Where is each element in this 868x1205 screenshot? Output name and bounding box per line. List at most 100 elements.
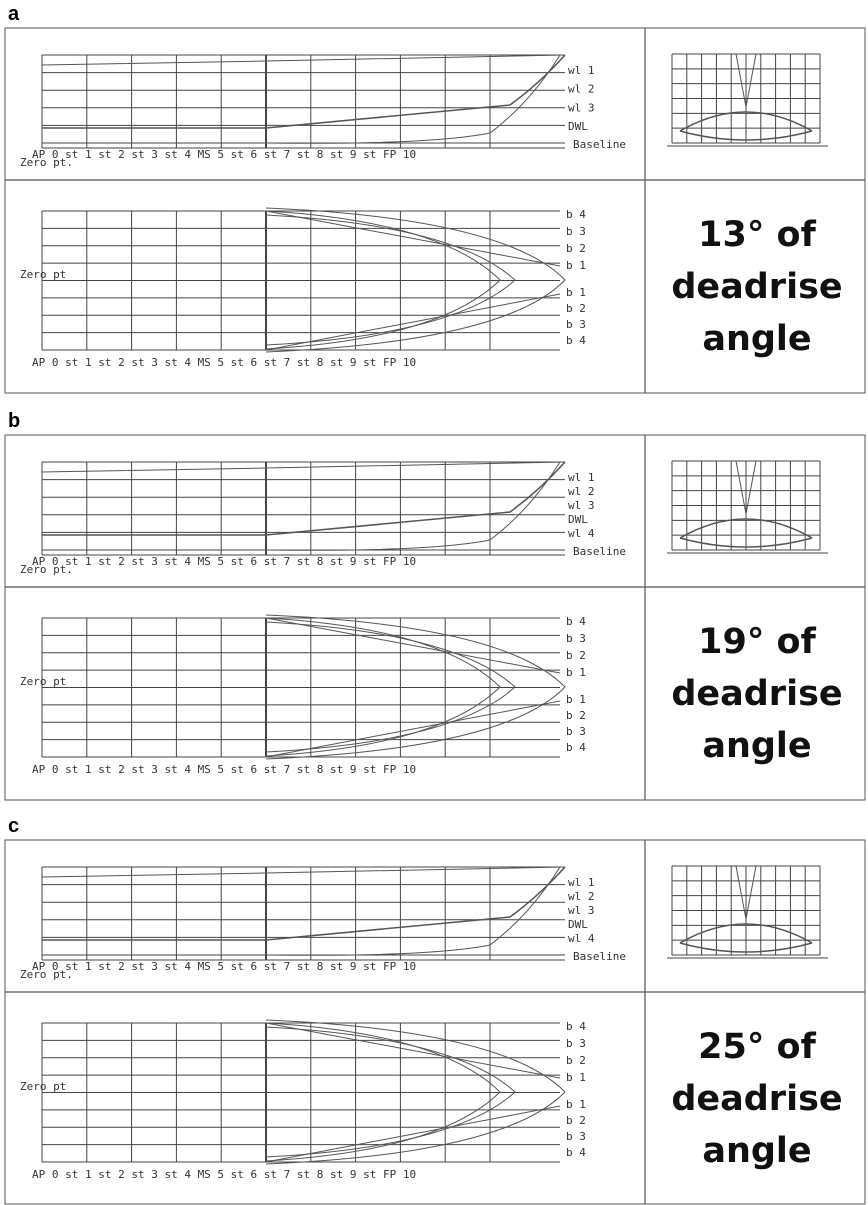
zero-point-label: Zero pt. xyxy=(20,968,73,981)
buttock-label: b 1 xyxy=(566,259,586,272)
curve xyxy=(265,700,561,758)
buttock-label: b 1 xyxy=(566,693,586,706)
curve xyxy=(265,214,516,346)
curve xyxy=(679,537,813,548)
waterline-label: wl 4 xyxy=(568,932,595,945)
curve xyxy=(265,210,561,267)
curve xyxy=(42,461,566,536)
buttock-label: b 3 xyxy=(566,1130,586,1143)
buttock-label: b 1 xyxy=(566,666,586,679)
curve xyxy=(679,130,813,141)
curve xyxy=(265,1026,516,1158)
caption: deadrise xyxy=(671,674,842,714)
curve xyxy=(735,460,757,515)
buttock-label: b 2 xyxy=(566,302,586,315)
waterline-label: wl 1 xyxy=(568,64,595,77)
buttock-label: b 1 xyxy=(566,1071,586,1084)
buttock-label: b 3 xyxy=(566,225,586,238)
curve xyxy=(265,461,561,551)
waterline-label: wl 4 xyxy=(568,527,595,540)
station-labels: AP 0 st 1 st 2 st 3 st 4 MS 5 st 6 st 7 … xyxy=(32,763,416,776)
curve xyxy=(265,1105,561,1163)
panel-box xyxy=(4,27,866,394)
buttock-label: b 4 xyxy=(566,615,586,628)
curve xyxy=(735,865,757,920)
curve xyxy=(41,54,566,66)
waterline-label: DWL xyxy=(568,513,588,526)
curve xyxy=(735,53,757,108)
curve xyxy=(265,1022,561,1079)
baseline-label: Baseline xyxy=(573,138,626,151)
buttock-label: b 2 xyxy=(566,1114,586,1127)
buttock-label: b 1 xyxy=(566,286,586,299)
waterline-label: wl 3 xyxy=(568,499,595,512)
buttock-label: b 2 xyxy=(566,709,586,722)
curve xyxy=(265,207,566,353)
buttock-label: b 4 xyxy=(566,334,586,347)
buttock-label: b 4 xyxy=(566,208,586,221)
waterline-label: wl 1 xyxy=(568,471,595,484)
curve xyxy=(265,866,561,956)
waterline-label: DWL xyxy=(568,918,588,931)
curve xyxy=(679,942,813,953)
panel-box xyxy=(4,434,866,801)
station-labels: AP 0 st 1 st 2 st 3 st 4 MS 5 st 6 st 7 … xyxy=(32,1168,416,1181)
curve xyxy=(265,293,561,351)
waterline-label: wl 3 xyxy=(568,101,595,114)
waterline-label: DWL xyxy=(568,120,588,133)
curve xyxy=(42,54,566,129)
baseline-label: Baseline xyxy=(573,545,626,558)
curve xyxy=(679,923,813,944)
waterline-label: wl 1 xyxy=(568,876,595,889)
waterline-label: wl 2 xyxy=(568,83,595,96)
caption: deadrise xyxy=(671,267,842,307)
curve xyxy=(265,617,561,674)
panel-box xyxy=(4,839,866,1205)
buttock-label: b 4 xyxy=(566,1146,586,1159)
buttock-label: b 4 xyxy=(566,1020,586,1033)
curve xyxy=(265,54,561,144)
buttock-label: b 1 xyxy=(566,1098,586,1111)
buttock-label: b 2 xyxy=(566,242,586,255)
zero-point-label: Zero pt xyxy=(20,268,66,281)
caption: angle xyxy=(702,726,811,766)
panel-label: c xyxy=(8,815,19,837)
zero-point-label: Zero pt xyxy=(20,675,66,688)
buttock-label: b 2 xyxy=(566,649,586,662)
zero-point-label: Zero pt. xyxy=(20,563,73,576)
curve xyxy=(265,621,516,753)
buttock-label: b 4 xyxy=(566,741,586,754)
zero-point-label: Zero pt. xyxy=(20,156,73,169)
buttock-label: b 3 xyxy=(566,725,586,738)
station-labels: AP 0 st 1 st 2 st 3 st 4 MS 5 st 6 st 7 … xyxy=(32,356,416,369)
curve xyxy=(42,866,566,941)
curve xyxy=(679,111,813,132)
panel-label: b xyxy=(8,410,20,432)
buttock-label: b 3 xyxy=(566,318,586,331)
curve xyxy=(265,210,501,350)
caption: angle xyxy=(702,1131,811,1171)
station-labels: AP 0 st 1 st 2 st 3 st 4 MS 5 st 6 st 7 … xyxy=(32,960,416,973)
baseline-label: Baseline xyxy=(573,950,626,963)
zero-point-label: Zero pt xyxy=(20,1080,66,1093)
waterline-label: wl 3 xyxy=(568,904,595,917)
buttock-label: b 3 xyxy=(566,1037,586,1050)
caption: 25° of xyxy=(698,1027,816,1067)
station-labels: AP 0 st 1 st 2 st 3 st 4 MS 5 st 6 st 7 … xyxy=(32,555,416,568)
curve xyxy=(265,1022,501,1162)
curve xyxy=(679,518,813,539)
curve xyxy=(265,614,566,760)
waterline-label: wl 2 xyxy=(568,890,595,903)
caption: 13° of xyxy=(698,215,816,255)
buttock-label: b 3 xyxy=(566,632,586,645)
curve xyxy=(265,1019,566,1165)
waterline-label: wl 2 xyxy=(568,485,595,498)
panel-label: a xyxy=(8,3,20,25)
buttock-label: b 2 xyxy=(566,1054,586,1067)
caption: deadrise xyxy=(671,1079,842,1119)
curve xyxy=(41,866,566,878)
caption: angle xyxy=(702,319,811,359)
curve xyxy=(41,461,566,473)
station-labels: AP 0 st 1 st 2 st 3 st 4 MS 5 st 6 st 7 … xyxy=(32,148,416,161)
